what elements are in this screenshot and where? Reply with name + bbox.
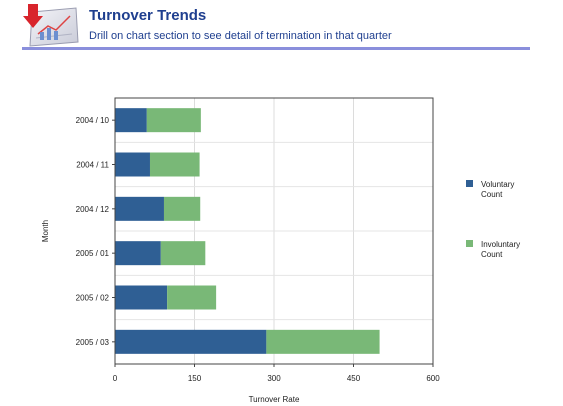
chart-axes: 0 150 300 450 600 2004 / 10 2004 / 11 2004 / 12…: [76, 97, 440, 383]
bar-involuntary-2[interactable]: [149, 152, 200, 177]
page-subtitle: Drill on chart section to see detail of …: [89, 30, 392, 42]
bar-voluntary-2[interactable]: [115, 152, 150, 177]
bar-voluntary-3[interactable]: [115, 196, 164, 221]
bar-voluntary-1[interactable]: [115, 108, 147, 133]
bar-involuntary-5[interactable]: [167, 285, 217, 310]
bar-involuntary-4[interactable]: [160, 241, 206, 266]
y-tick-label: 2005 / 01: [76, 249, 110, 258]
page-title: Turnover Trends: [89, 7, 207, 24]
x-tick-label: 0: [113, 374, 118, 383]
bar-voluntary-6[interactable]: [115, 329, 267, 354]
header-divider: [22, 47, 530, 50]
legend-swatch-involuntary: [466, 240, 473, 247]
bar-involuntary-1[interactable]: [146, 108, 201, 133]
bar-voluntary-4[interactable]: [115, 241, 161, 266]
turnover-chart-down-arrow-icon: [23, 4, 79, 47]
x-tick-label: 600: [426, 374, 440, 383]
bar-voluntary-5[interactable]: [115, 285, 168, 310]
chart-grid: [115, 98, 433, 364]
x-tick-label: 450: [347, 374, 361, 383]
chart-labels: Turnover Rate Month: [41, 220, 300, 404]
y-tick-label: 2005 / 02: [76, 294, 110, 303]
y-tick-label: 2005 / 03: [76, 338, 110, 347]
chart-legend: Voluntary Count Involuntary Count: [466, 180, 520, 259]
legend-swatch-voluntary: [466, 180, 473, 187]
legend-label-voluntary: Voluntary Count: [481, 180, 514, 199]
x-axis-label: Turnover Rate: [249, 395, 300, 404]
bar-involuntary-6[interactable]: [266, 329, 380, 354]
legend-label-involuntary: Involuntary Count: [481, 240, 520, 259]
y-axis-label: Month: [41, 220, 50, 242]
x-tick-label: 300: [267, 374, 281, 383]
x-tick-label: 150: [188, 374, 202, 383]
chart-bars: [115, 108, 380, 354]
bar-involuntary-3[interactable]: [163, 196, 201, 221]
y-tick-label: 2004 / 11: [76, 161, 109, 170]
page-header: Turnover Trends Drill on chart section t…: [0, 0, 563, 52]
y-tick-label: 2004 / 12: [76, 205, 110, 214]
y-tick-label: 2004 / 10: [76, 116, 110, 125]
